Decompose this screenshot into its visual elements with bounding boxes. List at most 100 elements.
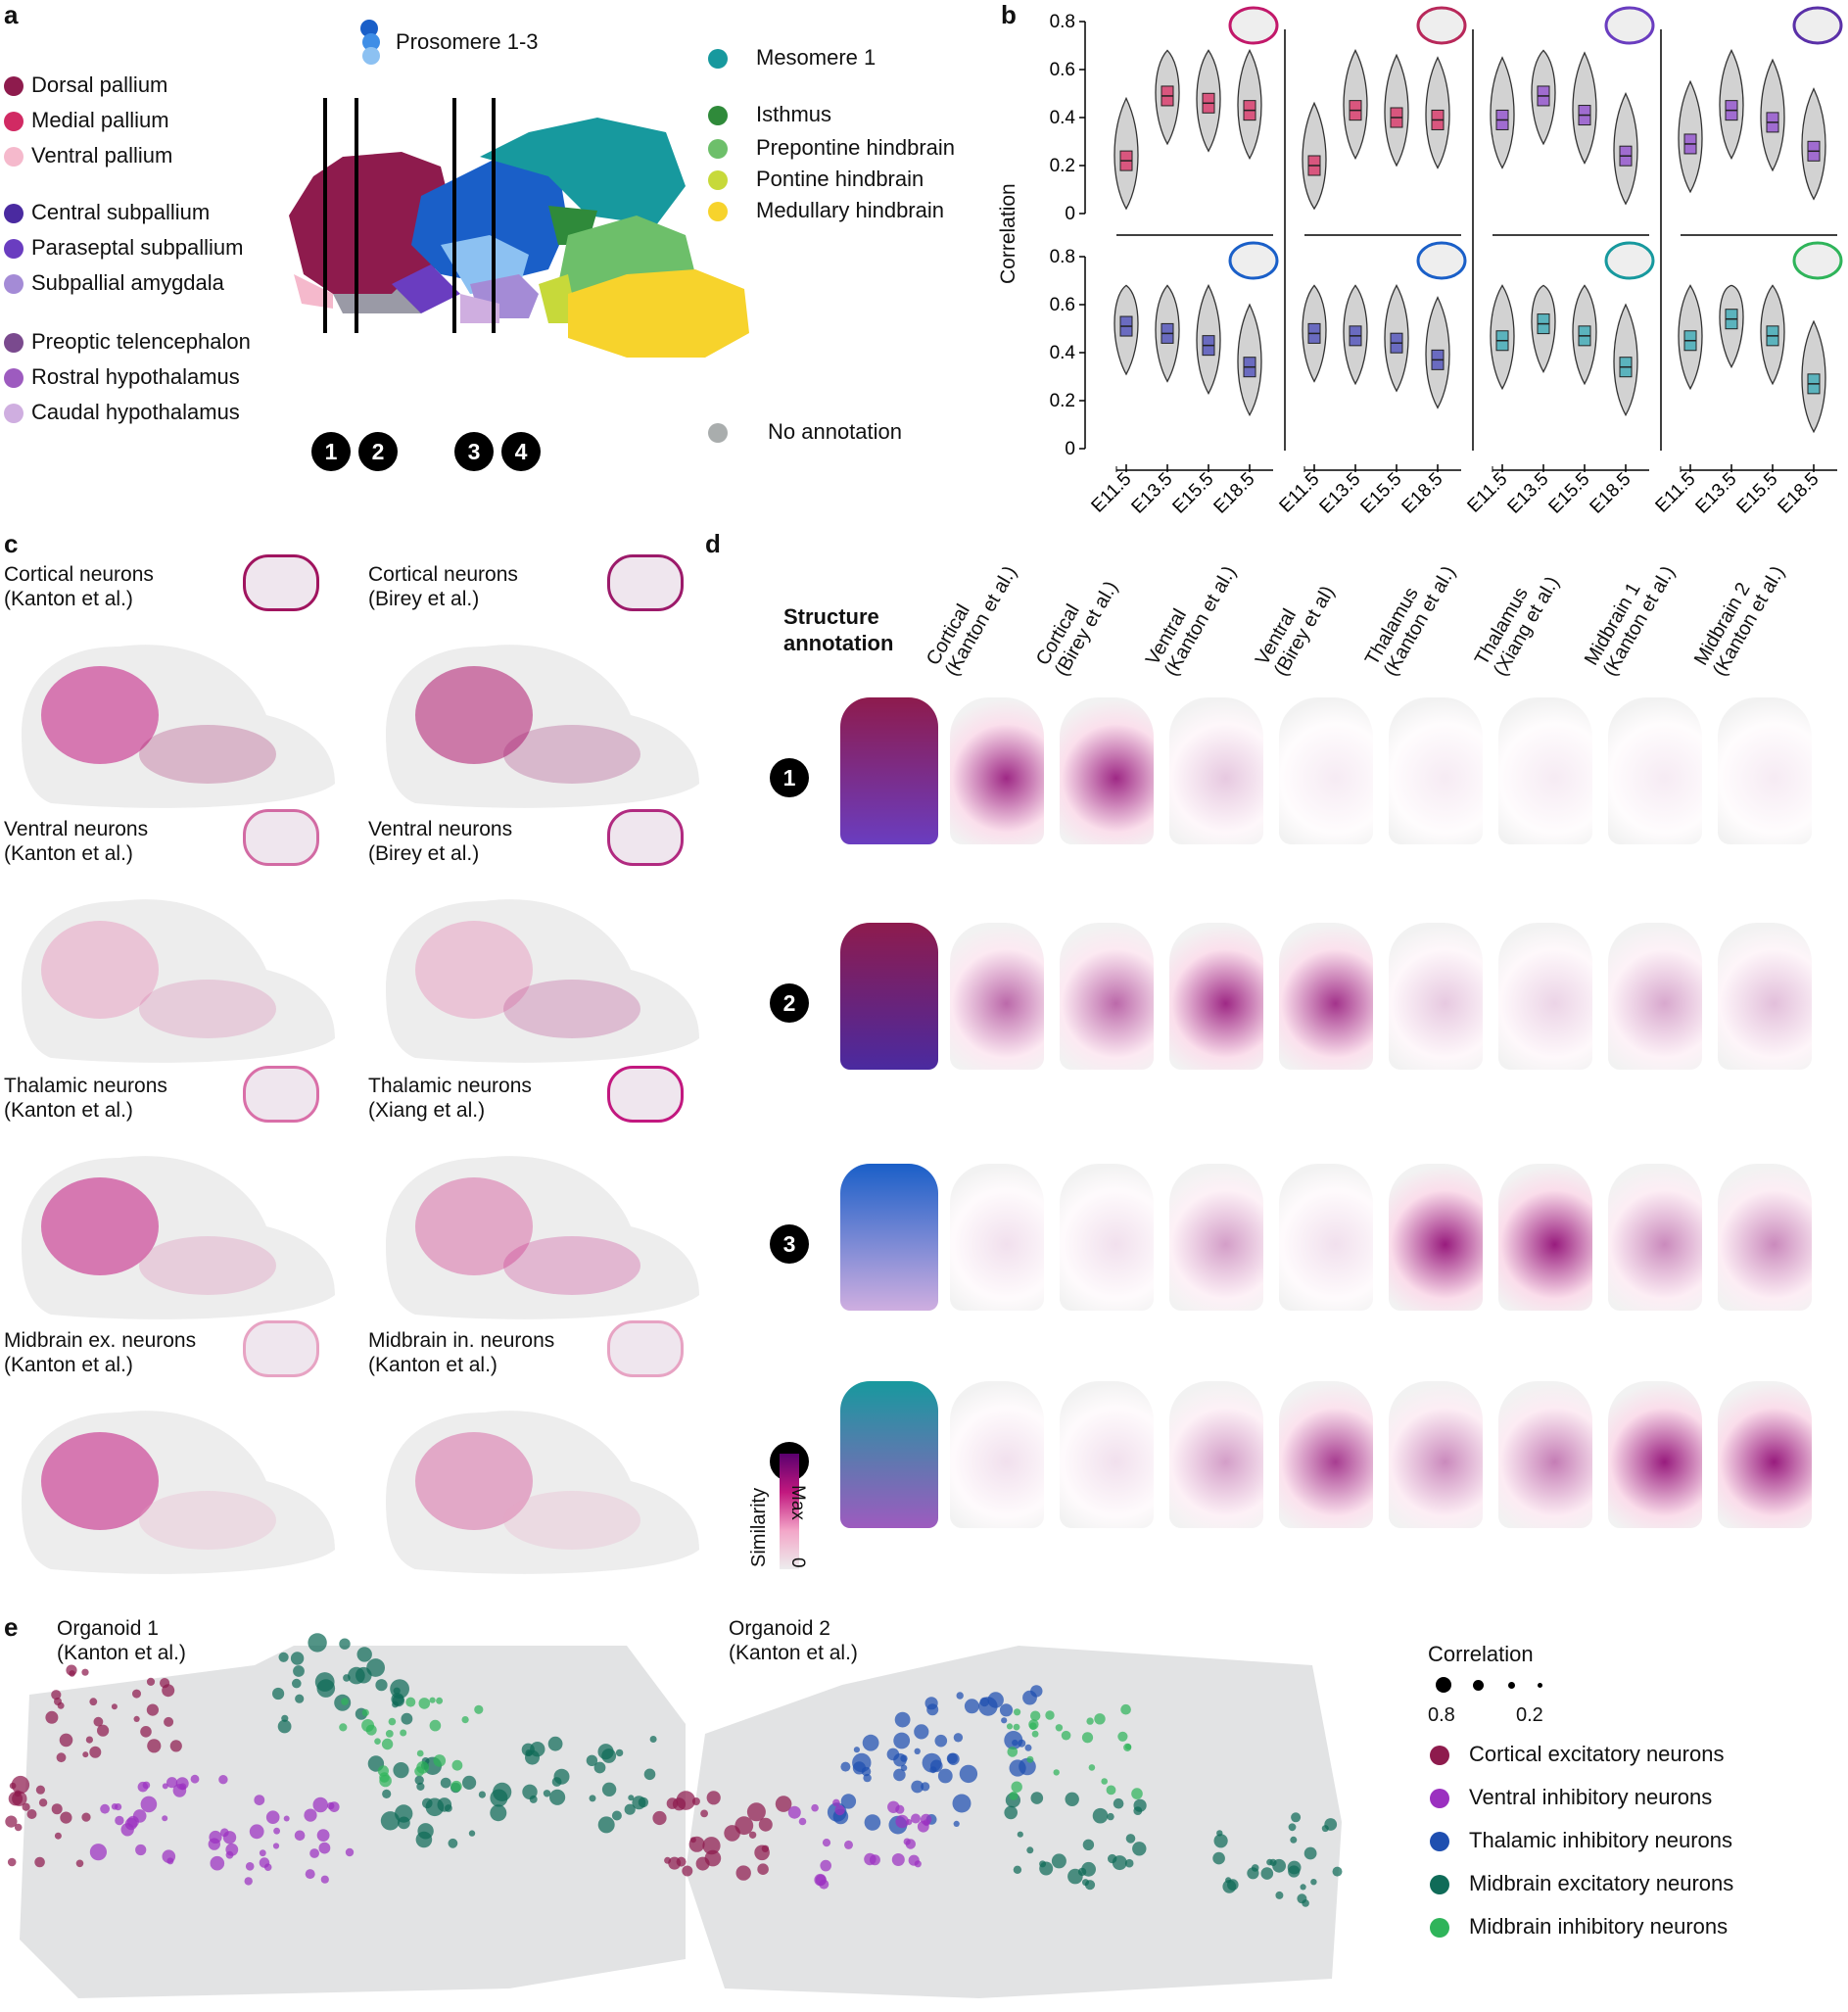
cortical-title-1: Cortical neurons (Birey et al.) — [368, 562, 518, 611]
similarity-hotspot — [503, 725, 640, 784]
x-tick-label: E15.5 — [1169, 469, 1218, 518]
neuron-dot — [700, 1809, 708, 1818]
prosomere-dot-3 — [362, 47, 380, 65]
x-tick-label: E13.5 — [1316, 469, 1365, 518]
similarity-hotspot — [139, 980, 276, 1038]
neuron-dot — [89, 1746, 102, 1758]
neuron-dot — [589, 1795, 596, 1802]
neuron-dot — [11, 1775, 30, 1795]
legend-label-left-4: Paraseptal subpallium — [31, 235, 244, 260]
panel-c-title-line1: Thalamic neurons — [368, 1075, 532, 1097]
neuron-dot — [597, 1816, 615, 1834]
neuron-dot — [1081, 1861, 1096, 1877]
legend-dot-right-4 — [708, 202, 728, 221]
neuron-dot — [1009, 1759, 1026, 1777]
neuron-dot — [478, 1791, 486, 1798]
y-tick-label: 0.4 — [1050, 343, 1076, 363]
neuron-dot — [959, 1764, 978, 1784]
neuron-dot — [1039, 1861, 1054, 1876]
panel-label-e: e — [4, 1612, 19, 1642]
similarity-cell-2-6 — [1608, 1164, 1702, 1311]
legend-label-left-2: Ventral pallium — [31, 143, 173, 168]
neuron-dot — [1055, 1724, 1064, 1732]
organoid-icon — [1228, 241, 1279, 280]
x-tick-label: E15.5 — [1545, 469, 1594, 518]
organoid-icon — [243, 809, 319, 866]
organoid-icon — [1416, 6, 1467, 45]
legend-label-left-0: Dorsal pallium — [31, 72, 168, 97]
legend-label-right-2: Prepontine hindbrain — [756, 135, 956, 160]
neuron-dot — [51, 1690, 62, 1701]
neuron-dot — [133, 1715, 140, 1722]
neuron-dot — [172, 1784, 187, 1797]
neuron-dot — [937, 1768, 953, 1784]
column-header-6: Midbrain 1 (Kanton et al.) — [1581, 551, 1680, 680]
similarity-cell-1-1 — [1060, 923, 1154, 1070]
neuron-dot — [414, 1766, 425, 1777]
similarity-cell-1-4 — [1389, 923, 1483, 1070]
neuron-dot — [429, 1719, 442, 1732]
legend-label-left-6: Preoptic telencephalon — [31, 329, 251, 354]
cortical-title-6: Midbrain ex. neurons (Kanton et al.) — [4, 1328, 196, 1377]
column-header-2: Ventral (Kanton et al.) — [1142, 551, 1241, 680]
neuron-dot — [283, 1815, 290, 1822]
neuron-dot — [259, 1849, 266, 1857]
neuron-dot — [1082, 1879, 1089, 1887]
similarity-cell-2-7 — [1718, 1164, 1812, 1311]
legend-dot-8 — [4, 404, 24, 423]
neuron-dot — [1024, 1744, 1032, 1751]
legend-label-left-3: Central subpallium — [31, 200, 211, 224]
neuron-dot — [1026, 1755, 1034, 1763]
neuron-dot — [893, 1768, 906, 1782]
neuron-dot — [54, 1832, 62, 1840]
column-header-3: Ventral (Birey et al) — [1252, 571, 1339, 680]
neuron-dot — [162, 1849, 176, 1863]
cortical-title-7: Midbrain in. neurons (Kanton et al.) — [368, 1328, 554, 1377]
organoid-icon — [1792, 6, 1843, 45]
neuron-dot — [59, 1733, 73, 1748]
neuron-dot — [393, 1687, 401, 1695]
neuron-dot — [375, 1679, 388, 1692]
neuron-dot — [89, 1698, 98, 1706]
neuron-dot — [893, 1732, 911, 1749]
neuron-dot — [1031, 1730, 1039, 1738]
neuron-dot — [652, 1810, 667, 1826]
neuron-dot — [93, 1716, 104, 1727]
legend-label-left-1: Medial pallium — [31, 108, 169, 132]
row-number-2: 3 — [770, 1224, 809, 1264]
neuron-dot — [1117, 1731, 1128, 1742]
similarity-cell-1-5 — [1498, 923, 1592, 1070]
similarity-cell-0-3 — [1279, 697, 1373, 844]
neuron-dot — [278, 1652, 289, 1662]
organoid1-title: Organoid 1 (Kanton et al.) — [57, 1616, 186, 1665]
neuron-dot — [929, 1766, 937, 1774]
neuron-dot — [308, 1633, 327, 1653]
neuron-dot — [190, 1774, 200, 1784]
similarity-map-0 — [22, 645, 335, 808]
similarity-hotspot — [503, 1491, 640, 1550]
neuron-dot — [934, 1734, 948, 1748]
neuron-dot — [81, 1668, 89, 1676]
neuron-dot — [1247, 1867, 1259, 1880]
legend-dot-right-3 — [708, 170, 728, 190]
neuron-dot — [51, 1803, 63, 1815]
neuron-dot — [162, 1815, 168, 1822]
neuron-dot — [126, 1815, 139, 1828]
neuron-dot — [1061, 1730, 1071, 1741]
cortical-title-5: Thalamic neurons (Xiang et al.) — [368, 1074, 532, 1123]
neuron-dot — [140, 1796, 158, 1813]
similarity-cell-3-7 — [1718, 1381, 1812, 1528]
neuron-dot — [254, 1795, 265, 1805]
structure-annotation-1 — [840, 923, 938, 1070]
size-legend-high: 0.8 — [1428, 1704, 1455, 1726]
legend-label-2: Thalamic inhibitory neurons — [1469, 1828, 1733, 1852]
neuron-dot — [547, 1736, 563, 1751]
cortical-title-2: Ventral neurons (Kanton et al.) — [4, 817, 148, 866]
similarity-hotspot — [415, 921, 533, 1019]
size-dot-medium — [1473, 1680, 1484, 1691]
similarity-cell-1-6 — [1608, 923, 1702, 1070]
legend-swatch-4 — [1430, 1918, 1449, 1938]
neuron-dot — [886, 1748, 900, 1761]
panel-c-title-line2: (Kanton et al.) — [4, 1354, 133, 1376]
panel-c-title-line1: Thalamic neurons — [4, 1075, 167, 1097]
